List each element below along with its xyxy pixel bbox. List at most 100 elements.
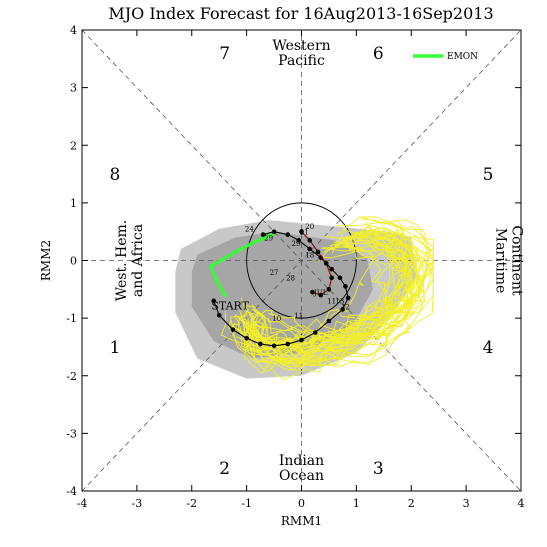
region-label: Maritime bbox=[492, 228, 508, 294]
day-label: JUL bbox=[313, 289, 328, 297]
y-tick-label: -1 bbox=[66, 312, 77, 325]
series-point bbox=[214, 278, 219, 283]
series-point bbox=[323, 261, 329, 266]
phase-label: 4 bbox=[483, 338, 494, 358]
series-point bbox=[315, 249, 321, 255]
x-tick-label: 2 bbox=[408, 497, 415, 510]
legend-label: EMON bbox=[447, 52, 478, 62]
series-point bbox=[307, 246, 313, 252]
region-label: Western bbox=[272, 38, 330, 54]
chart-title: MJO Index Forecast for 16Aug2013-16Sep20… bbox=[108, 4, 493, 23]
series-point bbox=[222, 293, 227, 298]
day-label: 28 bbox=[286, 275, 295, 283]
phase-label: 6 bbox=[373, 44, 384, 64]
ensemble-track bbox=[230, 232, 422, 348]
ensemble-track bbox=[234, 237, 407, 363]
text-labels: -4 -3 -2 -1 0 1 2 3 4-4-3-2-101234RMM1RMM2242927… bbox=[39, 24, 525, 528]
y-tick-label: 4 bbox=[70, 24, 77, 37]
y-tick-label: 1 bbox=[70, 197, 77, 210]
ensemble-track bbox=[244, 237, 416, 369]
x-tick-label: 0 bbox=[298, 497, 305, 510]
x-tick-label: 4 bbox=[518, 497, 525, 510]
phase-label: 7 bbox=[219, 44, 230, 64]
ensemble-track bbox=[242, 216, 413, 360]
x-tick-label: 1 bbox=[353, 497, 360, 510]
series-point bbox=[307, 238, 313, 243]
day-label: 27 bbox=[270, 269, 279, 277]
series-point bbox=[258, 341, 263, 347]
phase-label: 5 bbox=[483, 165, 494, 185]
ensemble-track bbox=[237, 240, 392, 367]
day-label: 10 bbox=[272, 315, 281, 323]
y-tick-label: -2 bbox=[66, 370, 77, 383]
series-point bbox=[310, 289, 315, 295]
phase-label: 3 bbox=[373, 459, 384, 479]
ensemble-track bbox=[228, 220, 434, 363]
region-label: Continent bbox=[508, 225, 524, 296]
ensemble-track bbox=[248, 216, 426, 347]
series-point bbox=[233, 249, 238, 254]
x-tick-label: -2 bbox=[186, 497, 197, 510]
ensemble-track bbox=[267, 233, 394, 352]
series-point bbox=[312, 330, 318, 335]
series-point bbox=[343, 284, 348, 289]
series-layer bbox=[208, 229, 351, 349]
series-point bbox=[285, 232, 291, 237]
series-point bbox=[337, 275, 343, 281]
series-point bbox=[260, 232, 266, 237]
y-axis-label: RMM2 bbox=[39, 240, 53, 281]
day-label: 24 bbox=[245, 226, 254, 234]
series-point bbox=[299, 229, 304, 234]
series-point bbox=[296, 238, 302, 243]
x-tick-label: -3 bbox=[132, 497, 143, 510]
day-label: 12 bbox=[341, 303, 350, 311]
ensemble-track bbox=[254, 231, 430, 334]
y-tick-label: -4 bbox=[66, 485, 77, 498]
series-point bbox=[285, 341, 291, 347]
series-point bbox=[329, 266, 334, 272]
region-label: Ocean bbox=[279, 468, 324, 484]
day-label: 21 bbox=[300, 229, 309, 237]
series-point bbox=[340, 307, 345, 312]
series-point bbox=[208, 264, 213, 269]
x-tick-label: -1 bbox=[241, 497, 252, 510]
ensemble-track bbox=[247, 231, 420, 368]
y-tick-label: 2 bbox=[70, 139, 77, 152]
region-label: Indian bbox=[279, 453, 324, 469]
y-tick-label: -3 bbox=[66, 427, 77, 440]
series-point bbox=[329, 275, 334, 281]
region-label: Pacific bbox=[278, 53, 325, 69]
ensemble-member-tracks bbox=[220, 216, 434, 380]
amplitude-circle bbox=[246, 202, 357, 319]
series-point bbox=[211, 298, 216, 304]
series-point bbox=[271, 343, 277, 349]
series-point bbox=[269, 232, 274, 237]
series-point bbox=[345, 295, 351, 301]
day-label: 29 bbox=[264, 234, 273, 242]
phase-label: 1 bbox=[110, 338, 121, 358]
series-point bbox=[250, 241, 255, 246]
y-tick-label: 0 bbox=[70, 255, 77, 268]
day-label: 13 bbox=[335, 298, 344, 306]
x-axis-label: RMM1 bbox=[281, 514, 322, 528]
ensemble-track bbox=[236, 230, 434, 374]
day-label: 11 bbox=[327, 298, 336, 306]
series-point bbox=[326, 318, 332, 324]
ensemble-track bbox=[249, 239, 414, 356]
ensemble-track bbox=[237, 218, 434, 364]
ensemble-track bbox=[253, 241, 408, 353]
series-point bbox=[318, 292, 324, 298]
series-point bbox=[263, 235, 268, 240]
ensemble-track bbox=[245, 219, 429, 371]
series-point bbox=[230, 327, 236, 332]
x-tick-label: 3 bbox=[463, 497, 470, 510]
ensemble-track bbox=[229, 234, 407, 368]
plot-frame bbox=[81, 29, 522, 492]
phase-label: 2 bbox=[219, 459, 230, 479]
region-label: and Africa bbox=[130, 224, 146, 297]
ensemble-track bbox=[253, 228, 420, 367]
series-point bbox=[244, 335, 249, 341]
region-label: West. Hem. bbox=[114, 220, 130, 301]
ensemble-track bbox=[249, 247, 409, 347]
